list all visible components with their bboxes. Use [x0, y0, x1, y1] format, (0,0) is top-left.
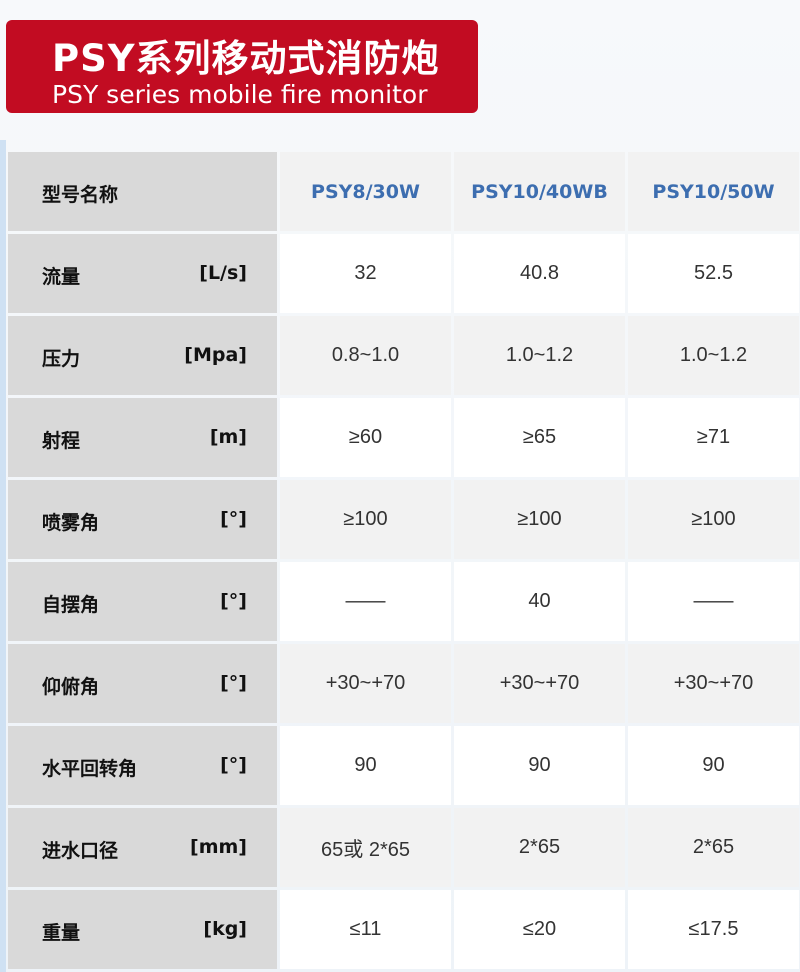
row-unit: [m] [209, 426, 247, 448]
row-unit: [Mpa] [184, 344, 247, 366]
value-cell: ≥71 [628, 398, 799, 477]
page-edge-decoration [0, 140, 6, 972]
value-cell: 52.5 [628, 234, 799, 313]
table-row: 压力 [Mpa] 0.8~1.0 1.0~1.2 1.0~1.2 [8, 316, 799, 395]
model-header: PSY10/50W [628, 152, 799, 231]
value-cell: +30~+70 [454, 644, 625, 723]
row-label-cell: 自摆角 [°] [8, 562, 277, 641]
value-cell: 90 [280, 726, 451, 805]
row-name: 压力 [42, 348, 81, 370]
value-cell: —— [628, 562, 799, 641]
spec-table: 型号名称 PSY8/30W PSY10/40WB PSY10/50W 流量 [L/… [5, 149, 800, 972]
value-cell: ≥65 [454, 398, 625, 477]
value-cell: 32 [280, 234, 451, 313]
value-cell: 2*65 [628, 808, 799, 887]
table-row: 仰俯角 [°] +30~+70 +30~+70 +30~+70 [8, 644, 799, 723]
header-label-cell: 型号名称 [8, 152, 277, 231]
value-cell: ≥100 [280, 480, 451, 559]
value-cell: ≥100 [454, 480, 625, 559]
row-label-cell: 喷雾角 [°] [8, 480, 277, 559]
model-header: PSY8/30W [280, 152, 451, 231]
row-unit: [°] [220, 754, 247, 776]
value-cell: ≥100 [628, 480, 799, 559]
row-unit: [°] [220, 590, 247, 612]
value-cell: 1.0~1.2 [628, 316, 799, 395]
value-cell: +30~+70 [280, 644, 451, 723]
value-cell: 65或 2*65 [280, 808, 451, 887]
title-chinese: PSY系列移动式消防炮 [52, 37, 440, 80]
value-cell: ≤17.5 [628, 890, 799, 969]
row-name: 喷雾角 [42, 512, 100, 534]
row-name: 流量 [42, 266, 81, 288]
row-label-cell: 压力 [Mpa] [8, 316, 277, 395]
value-cell: 90 [628, 726, 799, 805]
title-english: PSY series mobile fire monitor [52, 80, 428, 109]
row-unit: [L/s] [199, 262, 247, 284]
table-row: 自摆角 [°] —— 40 —— [8, 562, 799, 641]
row-unit: [kg] [203, 918, 247, 940]
value-cell: 40 [454, 562, 625, 641]
value-cell: 2*65 [454, 808, 625, 887]
header-label: 型号名称 [42, 184, 119, 206]
value-cell: +30~+70 [628, 644, 799, 723]
row-unit: [°] [220, 672, 247, 694]
value-cell: —— [280, 562, 451, 641]
value-cell: ≤20 [454, 890, 625, 969]
model-header: PSY10/40WB [454, 152, 625, 231]
row-label-cell: 进水口径 [mm] [8, 808, 277, 887]
value-cell: 40.8 [454, 234, 625, 313]
value-cell: ≤11 [280, 890, 451, 969]
row-label-cell: 流量 [L/s] [8, 234, 277, 313]
row-label-cell: 射程 [m] [8, 398, 277, 477]
row-label-cell: 重量 [kg] [8, 890, 277, 969]
table-header-row: 型号名称 PSY8/30W PSY10/40WB PSY10/50W [8, 152, 799, 231]
row-name: 射程 [42, 430, 81, 452]
title-banner: PSY系列移动式消防炮 PSY series mobile fire monit… [6, 20, 478, 113]
table-row: 进水口径 [mm] 65或 2*65 2*65 2*65 [8, 808, 799, 887]
value-cell: 1.0~1.2 [454, 316, 625, 395]
row-label-cell: 水平回转角 [°] [8, 726, 277, 805]
row-unit: [mm] [190, 836, 247, 858]
table-row: 流量 [L/s] 32 40.8 52.5 [8, 234, 799, 313]
row-name: 水平回转角 [42, 758, 138, 780]
row-name: 仰俯角 [42, 676, 100, 698]
row-unit: [°] [220, 508, 247, 530]
table-row: 水平回转角 [°] 90 90 90 [8, 726, 799, 805]
value-cell: 90 [454, 726, 625, 805]
table-row: 喷雾角 [°] ≥100 ≥100 ≥100 [8, 480, 799, 559]
row-name: 进水口径 [42, 840, 119, 862]
table-row: 射程 [m] ≥60 ≥65 ≥71 [8, 398, 799, 477]
row-name: 重量 [42, 922, 81, 944]
value-cell: 0.8~1.0 [280, 316, 451, 395]
table-row: 重量 [kg] ≤11 ≤20 ≤17.5 [8, 890, 799, 969]
row-name: 自摆角 [42, 594, 100, 616]
row-label-cell: 仰俯角 [°] [8, 644, 277, 723]
value-cell: ≥60 [280, 398, 451, 477]
